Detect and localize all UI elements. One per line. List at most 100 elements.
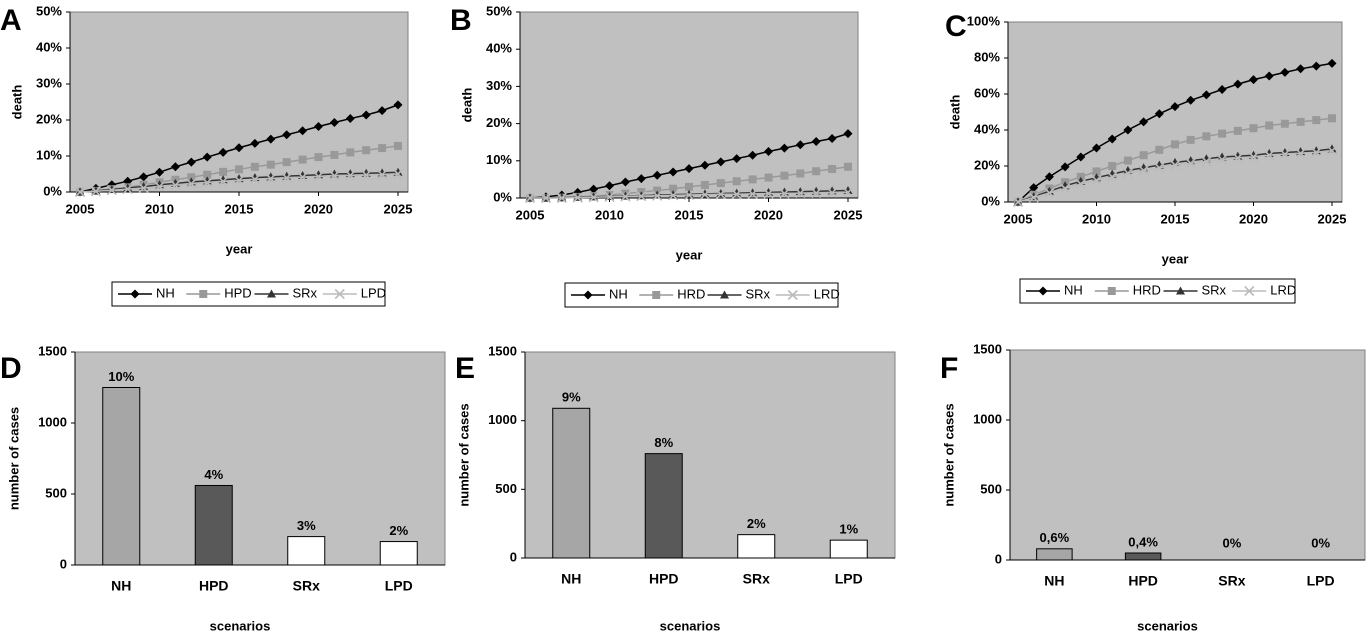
bar <box>102 387 141 566</box>
legend-label: SRx <box>746 286 771 301</box>
marker <box>378 144 387 153</box>
legend: NH HRD SRx LRD <box>1019 278 1296 304</box>
marker <box>1233 126 1242 135</box>
panel-letter: A <box>0 4 22 37</box>
x-axis-label: year <box>676 247 703 262</box>
marker <box>138 182 149 194</box>
marker <box>281 172 292 184</box>
marker <box>1295 148 1306 159</box>
marker <box>1249 124 1258 133</box>
marker <box>1264 71 1274 81</box>
bar-label: 0% <box>1222 535 1241 550</box>
marker <box>1123 156 1132 165</box>
marker <box>1185 158 1196 169</box>
legend-label: HRD <box>1133 282 1161 297</box>
legend-marker <box>652 291 661 299</box>
marker <box>1248 151 1259 163</box>
legend-label: SRx <box>1202 282 1227 297</box>
y-axis-label: number of cases <box>6 407 21 510</box>
marker <box>346 148 355 157</box>
y-axis-label: death <box>947 95 962 130</box>
marker <box>1060 183 1071 194</box>
marker <box>764 147 773 156</box>
x-tick-label: SRx <box>743 571 770 587</box>
y-tick-label: 1500 <box>973 341 1002 356</box>
x-tick-label: 2025 <box>384 201 413 216</box>
marker <box>170 180 181 191</box>
legend-marker <box>583 290 593 300</box>
marker <box>795 188 806 199</box>
marker <box>393 100 403 110</box>
panel-letter: D <box>0 352 22 385</box>
plot-area <box>69 11 409 193</box>
bar-label: 0,4% <box>1128 534 1158 549</box>
bar <box>829 539 868 559</box>
marker <box>827 133 837 143</box>
marker <box>1279 149 1290 160</box>
marker <box>314 121 323 131</box>
x-tick-label: LPD <box>1307 573 1335 589</box>
x-tick-label: 2010 <box>145 201 174 216</box>
y-tick-label: 20% <box>974 157 1000 172</box>
marker <box>1123 125 1133 135</box>
panel-letter: C <box>945 10 967 43</box>
marker <box>329 170 340 181</box>
marker <box>764 173 773 182</box>
marker <box>685 182 693 191</box>
marker <box>589 184 599 194</box>
y-tick-label: 100% <box>967 13 1001 28</box>
marker <box>1076 152 1086 162</box>
y-tick-label: 80% <box>974 49 1000 64</box>
bar <box>194 484 233 566</box>
marker <box>1218 129 1227 138</box>
marker <box>186 178 197 189</box>
marker <box>266 160 275 169</box>
legend: NH HRD SRx LRD <box>564 282 840 308</box>
marker <box>1202 132 1211 141</box>
marker <box>843 129 853 139</box>
y-tick-label: 20% <box>486 115 512 130</box>
y-tick-label: 60% <box>974 85 1000 100</box>
x-tick-label: SRx <box>1218 573 1245 589</box>
x-tick-label: 2005 <box>1004 211 1033 226</box>
marker <box>748 150 758 160</box>
legend-label: NH <box>156 285 175 300</box>
marker <box>1280 67 1290 77</box>
y-axis-label: death <box>459 88 474 123</box>
legend-label: NH <box>1064 282 1083 297</box>
legend-label: NH <box>609 286 628 301</box>
marker <box>1171 140 1179 149</box>
marker <box>235 165 243 174</box>
marker <box>154 181 165 192</box>
marker <box>763 188 774 199</box>
legend-marker <box>1038 286 1048 296</box>
marker <box>1232 152 1243 163</box>
x-axis-label: year <box>226 241 253 256</box>
marker <box>652 170 662 180</box>
bar-label: 3% <box>297 518 316 533</box>
bar <box>644 453 683 559</box>
marker <box>330 150 339 159</box>
marker <box>362 146 371 155</box>
marker <box>812 167 821 176</box>
y-tick-label: 1000 <box>488 412 517 427</box>
marker <box>605 181 614 191</box>
bar <box>1124 552 1162 561</box>
marker <box>732 177 741 186</box>
marker <box>314 153 323 162</box>
legend-marker <box>1107 287 1116 295</box>
y-tick-label: 500 <box>495 481 517 496</box>
marker <box>1326 145 1338 156</box>
y-tick-label: 40% <box>974 121 1000 136</box>
marker <box>106 185 117 196</box>
marker <box>699 189 710 200</box>
marker <box>1044 187 1055 199</box>
marker <box>298 155 307 164</box>
plot-area <box>1009 349 1366 561</box>
marker <box>1264 150 1275 161</box>
marker <box>1311 61 1321 71</box>
y-tick-label: 0 <box>510 549 517 564</box>
marker <box>811 136 821 146</box>
marker <box>572 192 583 203</box>
bar-label: 4% <box>204 467 223 482</box>
